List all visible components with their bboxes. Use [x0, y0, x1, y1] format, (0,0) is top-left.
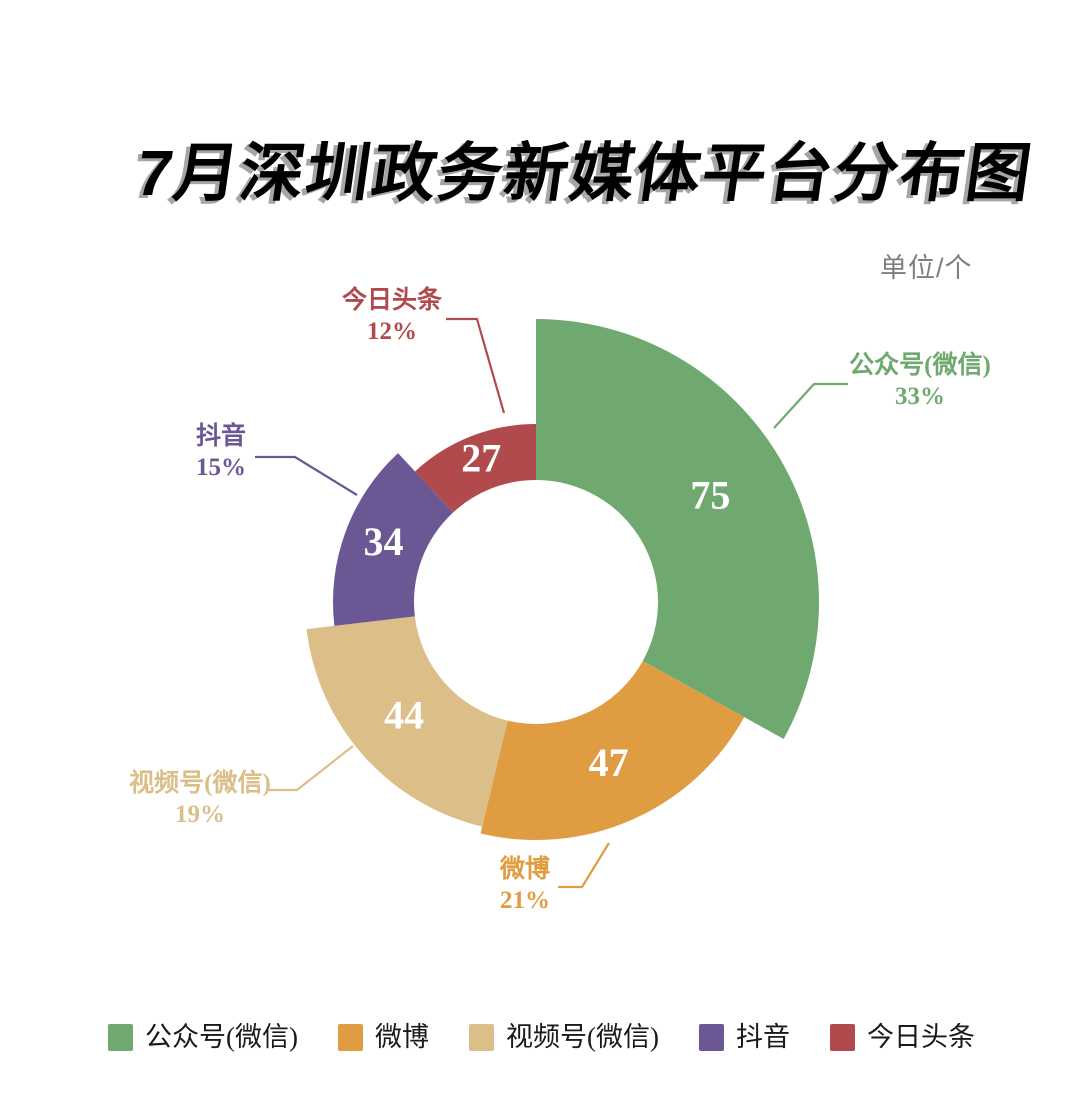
slice-value-label: 34 — [364, 519, 404, 564]
unit-label: 单位/个 — [880, 253, 973, 283]
leader-line-3 — [255, 455, 358, 496]
slice-value-label: 27 — [461, 436, 501, 481]
legend-label: 视频号(微信) — [505, 1021, 659, 1052]
callout-label: 今日头条 — [341, 287, 443, 314]
leader-line-2 — [268, 745, 354, 792]
legend-label: 今日头条 — [866, 1021, 975, 1052]
callout-label: 微博 — [499, 856, 551, 883]
legend-item-gongzhonghao[interactable]: 公众号(微信) — [108, 1021, 298, 1052]
callout-douyin: 抖音 15% — [196, 421, 246, 483]
callout-percent: 21% — [499, 887, 550, 914]
legend-item-toutiao[interactable]: 今日头条 — [829, 1021, 975, 1052]
legend-swatch-icon — [108, 1023, 133, 1051]
callout-label: 视频号(微信) — [129, 770, 271, 797]
legend-swatch-icon — [468, 1023, 494, 1051]
callout-percent: 12% — [366, 318, 417, 345]
legend-label: 微博 — [374, 1021, 429, 1052]
pie-slice-4[interactable] — [415, 424, 536, 513]
callout-label: 抖音 — [195, 423, 247, 450]
callout-gongzhonghao: 公众号(微信) 33% — [849, 350, 991, 412]
callout-percent: 19% — [175, 801, 225, 828]
leader-line-0 — [773, 382, 848, 429]
pie-slice-0[interactable] — [536, 319, 819, 739]
leader-line-1 — [558, 842, 610, 889]
legend-item-douyin[interactable]: 抖音 — [698, 1021, 790, 1052]
slice-value-label: 47 — [589, 740, 629, 785]
legend-label: 公众号(微信) — [145, 1021, 298, 1052]
chart-legend: 公众号(微信) 微博 视频号(微信) 抖音 今日头条 — [108, 1020, 975, 1054]
legend-label: 抖音 — [735, 1021, 790, 1052]
leader-line-4 — [446, 317, 506, 414]
callout-toutiao: 今日头条 12% — [342, 285, 442, 347]
callout-shipinhao: 视频号(微信) 19% — [129, 768, 271, 830]
legend-item-weibo[interactable]: 微博 — [337, 1021, 429, 1052]
pie-slice-3[interactable] — [332, 453, 454, 626]
pie-slice-2[interactable] — [306, 616, 508, 827]
slice-value-label: 44 — [384, 692, 424, 737]
callout-weibo: 微博 21% — [500, 854, 550, 916]
legend-swatch-icon — [698, 1023, 724, 1051]
callout-label: 公众号(微信) — [849, 352, 991, 379]
legend-swatch-icon — [829, 1023, 855, 1051]
pie-slice-1[interactable] — [480, 661, 745, 840]
legend-swatch-icon — [337, 1023, 363, 1051]
legend-item-shipinhao[interactable]: 视频号(微信) — [468, 1021, 659, 1052]
callout-percent: 15% — [195, 454, 246, 481]
callout-percent: 33% — [895, 383, 945, 410]
slice-value-label: 75 — [690, 472, 730, 517]
